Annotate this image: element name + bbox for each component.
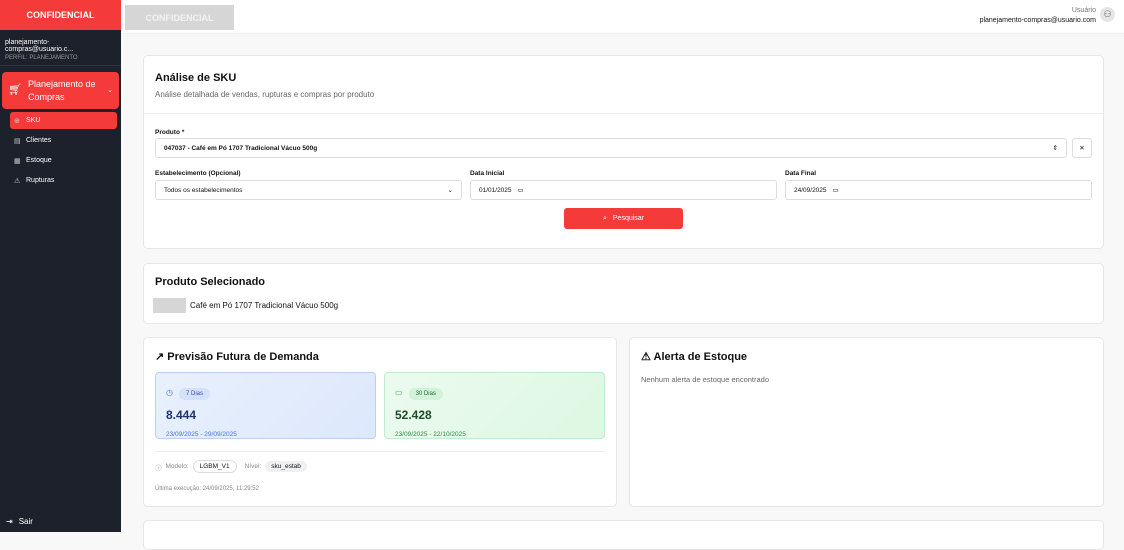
chevron-down-icon: ⌄ bbox=[107, 87, 113, 94]
start-date-label: Data Inicial bbox=[470, 170, 505, 177]
sidebar-item-label: Estoque bbox=[26, 157, 52, 164]
forecast-range: 23/09/2025 - 29/09/2025 bbox=[166, 431, 237, 438]
box-icon: ⊕ bbox=[14, 117, 20, 125]
sidebar-item-rupturas[interactable]: ⚠ Rupturas bbox=[10, 172, 117, 189]
level-badge: sku_estab bbox=[265, 461, 307, 472]
forecast-title-text: Previsão Futura de Demanda bbox=[167, 351, 319, 363]
sidebar-item-label: Rupturas bbox=[26, 177, 55, 184]
forecast-7-days: ◷ 7 Dias 8.444 23/09/2025 - 29/09/2025 bbox=[155, 372, 376, 439]
menu-label: Planejamento de Compras bbox=[27, 78, 96, 102]
user-menu[interactable]: Usuário planejamento-compras@usuario.com bbox=[980, 6, 1096, 26]
sidebar-item-clientes[interactable]: ▤ Clientes bbox=[10, 132, 117, 149]
selected-product-title: Produto Selecionado bbox=[155, 276, 266, 288]
selected-product-name: Café em Pó 1707 Tradicional Vácuo 500g bbox=[190, 301, 339, 310]
product-select[interactable]: 047037 - Café em Pó 1707 Tradicional Vác… bbox=[155, 138, 1067, 158]
calendar-icon: ▭ bbox=[832, 187, 839, 194]
product-image-placeholder bbox=[153, 298, 186, 313]
product-label: Produto * bbox=[155, 129, 185, 136]
avatar[interactable]: ⚇ bbox=[1100, 7, 1115, 22]
info-icon: ⓘ bbox=[155, 464, 162, 472]
forecast-value: 52.428 bbox=[395, 408, 432, 422]
start-date-input[interactable]: 01/01/2025 ▭ bbox=[470, 180, 777, 200]
chevron-down-icon: ⌄ bbox=[447, 187, 453, 194]
level-label: Nível: bbox=[244, 463, 262, 470]
warning-icon: ⚠ bbox=[14, 177, 21, 185]
page-title: Análise de SKU bbox=[155, 72, 237, 84]
sidebar-item-label: Clientes bbox=[26, 137, 52, 144]
model-info: ⓘ Modelo: LGBM_V1 Nível: sku_estab bbox=[155, 460, 307, 473]
start-date-value: 01/01/2025 bbox=[479, 186, 512, 194]
menu-planejamento-compras[interactable]: 🛒︎ Planejamento de Compras ⌄ bbox=[2, 72, 119, 109]
product-value: 047037 - Café em Pó 1707 Tradicional Vác… bbox=[164, 144, 318, 152]
model-badge: LGBM_V1 bbox=[192, 460, 237, 473]
forecast-range: 23/09/2025 - 22/10/2025 bbox=[395, 431, 466, 438]
user-email: planejamento-compras@usuario.c... bbox=[5, 39, 74, 53]
model-label: Modelo: bbox=[165, 463, 189, 470]
forecast-title: ↗ Previsão Futura de Demanda bbox=[155, 350, 319, 363]
forecast-value: 8.444 bbox=[166, 408, 197, 422]
logout-icon: ⇥ bbox=[6, 517, 13, 526]
trending-up-icon: ↗ bbox=[155, 351, 165, 363]
alert-title: ⚠ Alerta de Estoque bbox=[641, 350, 747, 363]
sidebar-item-sku[interactable]: ⊕ SKU bbox=[10, 112, 117, 129]
sidebar-item-estoque[interactable]: ▦ Estoque bbox=[10, 152, 117, 169]
selected-product-card: Produto Selecionado Café em Pó 1707 Trad… bbox=[143, 263, 1104, 324]
forecast-card: ↗ Previsão Futura de Demanda ◷ 7 Dias 8.4… bbox=[143, 337, 617, 507]
stock-alert-card: ⚠ Alerta de Estoque Nenhum alerta de est… bbox=[629, 337, 1104, 507]
end-date-input[interactable]: 24/09/2025 ▭ bbox=[785, 180, 1092, 200]
building-icon: ▤ bbox=[14, 137, 21, 145]
divider bbox=[155, 451, 605, 452]
next-card bbox=[143, 520, 1104, 550]
calendar-icon: ▭ bbox=[395, 388, 403, 397]
updown-icon: ⇕ bbox=[1052, 145, 1058, 152]
sku-analysis-card: Análise de SKU Análise detalhada de vend… bbox=[143, 55, 1104, 249]
page-subtitle: Análise detalhada de vendas, rupturas e … bbox=[155, 90, 375, 99]
end-date-label: Data Final bbox=[785, 170, 817, 177]
user-icon: ⚇ bbox=[1103, 9, 1112, 19]
sidebar: CONFIDENCIAL planejamento-compras@usuari… bbox=[0, 0, 121, 532]
calendar-icon: ▭ bbox=[517, 187, 524, 194]
logout-button[interactable]: ⇥ Sair bbox=[6, 517, 33, 526]
user-profile: PERFIL: PLANEJAMENTO bbox=[5, 55, 78, 61]
forecast-badge: 30 Dias bbox=[408, 388, 443, 400]
close-icon: ✕ bbox=[1079, 145, 1085, 152]
topbar: CONFIDENCIAL Usuário planejamento-compra… bbox=[121, 0, 1124, 34]
logout-label: Sair bbox=[18, 517, 33, 526]
warning-icon: ⚠ bbox=[641, 351, 651, 363]
last-run: Última execução: 24/09/2025, 11:29:52 bbox=[155, 486, 259, 492]
sidebar-item-label: SKU bbox=[26, 117, 41, 124]
warehouse-icon: ▦ bbox=[14, 157, 21, 165]
user-email: planejamento-compras@usuario.com bbox=[979, 17, 1096, 24]
forecast-badge: 7 Dias bbox=[178, 388, 210, 400]
estab-label: Estabelecimento (Opcional) bbox=[155, 170, 241, 177]
search-icon: ⌕ bbox=[602, 214, 607, 222]
end-date-value: 24/09/2025 bbox=[794, 186, 827, 194]
clear-product-button[interactable]: ✕ bbox=[1072, 138, 1092, 158]
forecast-30-days: ▭ 30 Dias 52.428 23/09/2025 - 22/10/2025 bbox=[384, 372, 605, 439]
confidential-banner: CONFIDENCIAL bbox=[0, 0, 121, 30]
confidential-badge: CONFIDENCIAL bbox=[125, 5, 234, 30]
cart-icon: 🛒︎ bbox=[8, 84, 22, 96]
estab-select[interactable]: Todos os estabelecimentos ⌄ bbox=[155, 180, 462, 200]
divider bbox=[144, 113, 1103, 114]
alert-title-text: Alerta de Estoque bbox=[653, 351, 748, 363]
clock-icon: ◷ bbox=[166, 388, 173, 397]
search-label: Pesquisar bbox=[612, 215, 645, 222]
search-button[interactable]: ⌕ Pesquisar bbox=[564, 208, 683, 229]
estab-value: Todos os estabelecimentos bbox=[164, 186, 243, 194]
user-label: Usuário bbox=[1071, 7, 1096, 14]
alert-message: Nenhum alerta de estoque encontrado bbox=[641, 375, 770, 384]
user-info: planejamento-compras@usuario.c... PERFIL… bbox=[0, 30, 121, 66]
